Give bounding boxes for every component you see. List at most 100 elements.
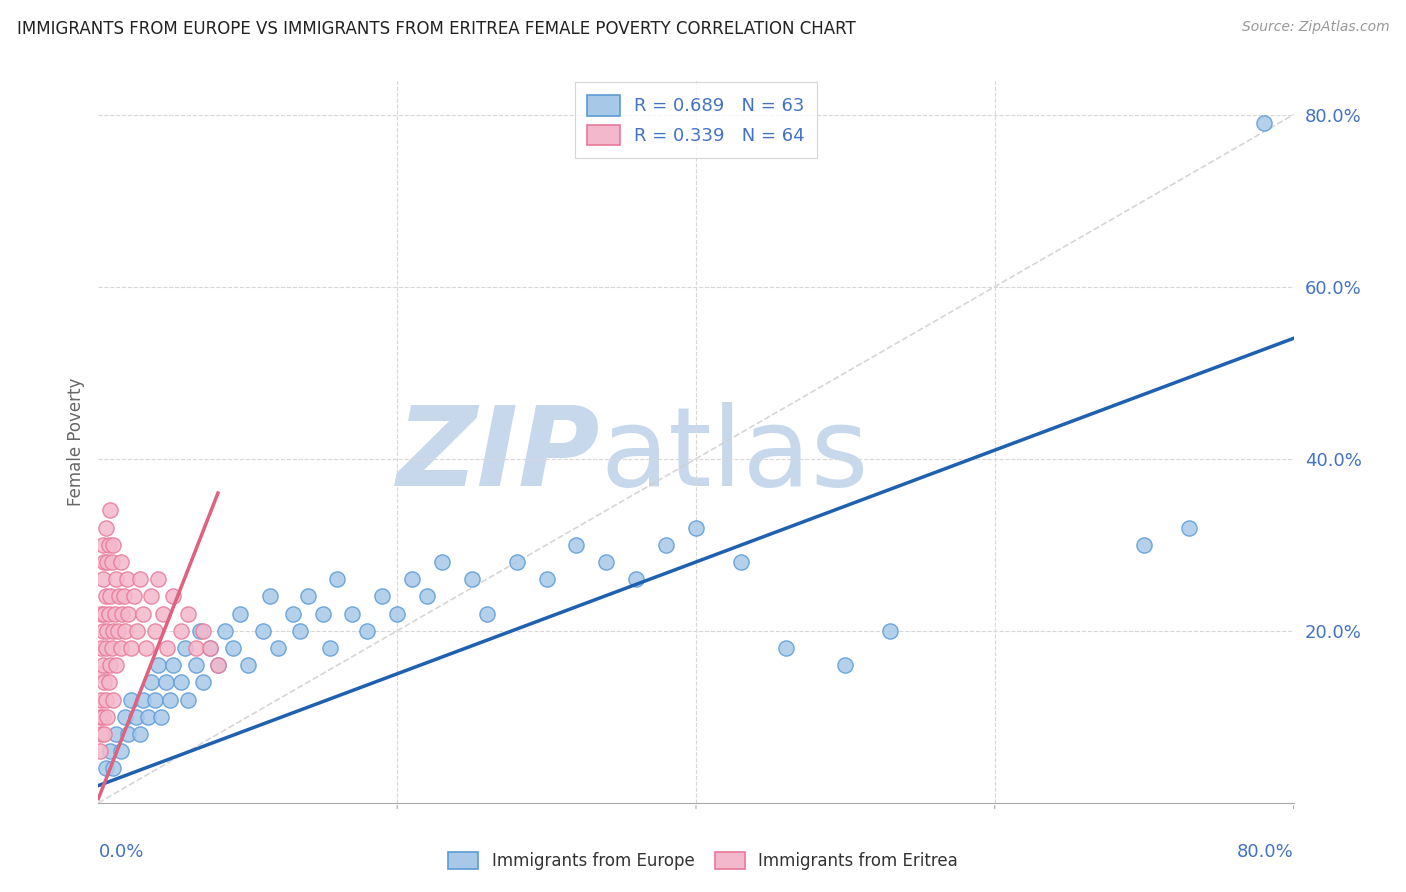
Point xyxy=(371,590,394,604)
Point xyxy=(117,607,139,621)
Point xyxy=(103,538,125,552)
Point xyxy=(104,607,127,621)
Point xyxy=(110,555,132,569)
Text: 80.0%: 80.0% xyxy=(1237,843,1294,861)
Point xyxy=(98,503,122,517)
Point xyxy=(200,640,222,655)
Point xyxy=(89,710,111,724)
Point xyxy=(191,675,214,690)
Text: Source: ZipAtlas.com: Source: ZipAtlas.com xyxy=(1241,20,1389,34)
Point xyxy=(252,624,274,638)
Point xyxy=(125,710,148,724)
Point xyxy=(207,658,229,673)
Point xyxy=(96,555,118,569)
Point xyxy=(103,692,125,706)
Point xyxy=(98,658,122,673)
Point xyxy=(430,555,453,569)
Point xyxy=(775,640,797,655)
Point xyxy=(139,590,162,604)
Point xyxy=(110,744,132,758)
Y-axis label: Female Poverty: Female Poverty xyxy=(66,377,84,506)
Point xyxy=(89,666,111,681)
Point xyxy=(162,590,184,604)
Point xyxy=(132,692,155,706)
Point xyxy=(120,692,142,706)
Point xyxy=(91,658,114,673)
Point xyxy=(685,520,707,534)
Point xyxy=(139,675,162,690)
Point xyxy=(200,640,222,655)
Point xyxy=(97,607,120,621)
Point xyxy=(136,710,159,724)
Point xyxy=(97,538,120,552)
Point xyxy=(177,607,200,621)
Point xyxy=(1178,520,1201,534)
Point xyxy=(259,590,281,604)
Point xyxy=(96,624,118,638)
Point xyxy=(105,572,128,586)
Point xyxy=(506,555,529,569)
Point xyxy=(90,640,112,655)
Point xyxy=(90,607,112,621)
Point xyxy=(281,607,304,621)
Point xyxy=(117,727,139,741)
Point xyxy=(124,590,146,604)
Point xyxy=(342,607,364,621)
Text: IMMIGRANTS FROM EUROPE VS IMMIGRANTS FROM ERITREA FEMALE POVERTY CORRELATION CHA: IMMIGRANTS FROM EUROPE VS IMMIGRANTS FRO… xyxy=(17,20,856,37)
Point xyxy=(461,572,484,586)
Point xyxy=(188,624,211,638)
Point xyxy=(94,590,117,604)
Point xyxy=(89,744,111,758)
Point xyxy=(127,624,149,638)
Point xyxy=(319,640,342,655)
Text: atlas: atlas xyxy=(600,402,869,509)
Point xyxy=(105,727,128,741)
Point xyxy=(91,624,114,638)
Point xyxy=(91,572,114,586)
Point xyxy=(90,692,112,706)
Point xyxy=(93,727,115,741)
Point xyxy=(101,640,124,655)
Point xyxy=(90,727,112,741)
Point xyxy=(169,675,191,690)
Point xyxy=(143,692,166,706)
Point xyxy=(236,658,259,673)
Point xyxy=(229,607,252,621)
Point xyxy=(101,555,124,569)
Point xyxy=(169,624,191,638)
Point xyxy=(120,640,142,655)
Point xyxy=(93,675,115,690)
Point xyxy=(385,607,409,621)
Point xyxy=(94,761,117,775)
Point xyxy=(96,710,118,724)
Point xyxy=(267,640,290,655)
Legend: R = 0.689   N = 63, R = 0.339   N = 64: R = 0.689 N = 63, R = 0.339 N = 64 xyxy=(575,82,817,158)
Point xyxy=(177,692,200,706)
Point xyxy=(1133,538,1156,552)
Legend: Immigrants from Europe, Immigrants from Eritrea: Immigrants from Europe, Immigrants from … xyxy=(441,845,965,877)
Point xyxy=(655,538,678,552)
Text: 0.0%: 0.0% xyxy=(98,843,143,861)
Point xyxy=(879,624,901,638)
Point xyxy=(93,607,115,621)
Point xyxy=(108,590,131,604)
Point xyxy=(730,555,752,569)
Point xyxy=(475,607,498,621)
Point xyxy=(1253,116,1275,130)
Point xyxy=(94,640,117,655)
Point xyxy=(214,624,236,638)
Point xyxy=(111,607,134,621)
Point xyxy=(416,590,439,604)
Point xyxy=(311,607,333,621)
Point xyxy=(356,624,378,638)
Point xyxy=(207,658,229,673)
Point xyxy=(110,640,132,655)
Point xyxy=(326,572,349,586)
Point xyxy=(93,555,115,569)
Point xyxy=(132,607,155,621)
Point xyxy=(174,640,197,655)
Point xyxy=(595,555,617,569)
Point xyxy=(129,727,152,741)
Point xyxy=(103,761,125,775)
Point xyxy=(184,640,207,655)
